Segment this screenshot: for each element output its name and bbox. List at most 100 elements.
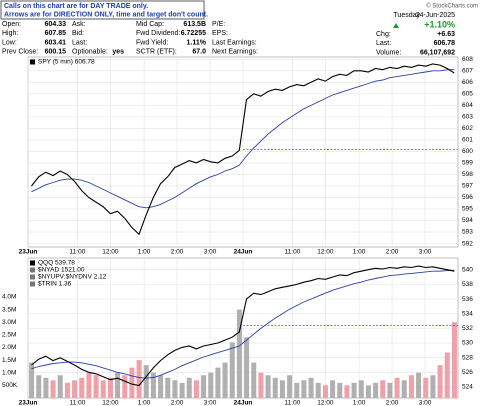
- x-tick-label: 1:00: [353, 249, 366, 256]
- notice: Arrows are for DIRECTION ONLY, time and …: [4, 11, 208, 18]
- x-tick-label: 12:00: [317, 249, 334, 256]
- volume-bar: [50, 380, 56, 398]
- volume-tick-label: 2.5M: [2, 332, 16, 339]
- y-tick-label: 532: [462, 325, 473, 332]
- quote-value: 600.15: [45, 49, 67, 56]
- x-tick-label: 3:00: [419, 400, 432, 406]
- price-line: [31, 69, 455, 209]
- volume-bar: [143, 365, 149, 398]
- quote-value: yes: [112, 49, 124, 56]
- volume-bar: [265, 375, 271, 398]
- y-tick-label: 596: [462, 194, 473, 201]
- volume-bar: [158, 375, 164, 398]
- y-tick-label: 606: [462, 79, 473, 86]
- quote-value: 603.41: [45, 39, 67, 46]
- x-tick-label: 3:00: [419, 249, 432, 256]
- y-tick-label: 608: [462, 56, 473, 63]
- volume-bar: [222, 362, 228, 398]
- quote-label: Ask:: [72, 21, 86, 28]
- price-line: [31, 270, 455, 379]
- quote-label: Fwd Yield:: [136, 39, 168, 46]
- y-tick-label: 602: [462, 125, 473, 132]
- volume-bar: [208, 372, 214, 398]
- x-tick-label: 2:00: [171, 400, 184, 406]
- y-tick-label: 593: [462, 229, 473, 236]
- y-tick-label: 598: [462, 171, 473, 178]
- volume-bar: [330, 380, 336, 398]
- x-tick-label: 3:00: [204, 249, 217, 256]
- y-tick-label: 526: [462, 369, 473, 376]
- y-tick-label: 540: [462, 266, 473, 273]
- legend-label: $TRIN 1.36: [38, 281, 72, 288]
- volume-bar: [308, 377, 314, 398]
- volume-bar: [358, 380, 364, 398]
- day: Tuesday: [393, 12, 420, 19]
- y-tick-label: 538: [462, 281, 473, 288]
- quote-label: Last:: [376, 40, 391, 47]
- volume-bar: [444, 352, 450, 398]
- volume-bar: [451, 322, 457, 398]
- volume-tick-label: 4.0M: [2, 294, 16, 301]
- x-tick-label: 2:00: [386, 400, 399, 406]
- volume-bar: [394, 377, 400, 398]
- legend-swatch: [30, 260, 35, 266]
- y-tick-label: 524: [462, 384, 473, 391]
- volume-bar: [136, 360, 142, 398]
- x-tick-label: 2:00: [386, 249, 399, 256]
- volume-bar: [337, 382, 343, 398]
- volume-bar: [93, 375, 99, 398]
- up-arrow: [393, 23, 399, 28]
- volume-bar: [236, 309, 242, 398]
- volume-bar: [401, 380, 407, 398]
- volume-bar: [351, 382, 357, 398]
- y-tick-label: 597: [462, 183, 473, 190]
- x-tick-label: 23Jun: [19, 249, 38, 256]
- volume-bar: [193, 380, 199, 398]
- quote-label: Bid:: [72, 30, 84, 37]
- volume-bar: [408, 375, 414, 398]
- quote-label: Open:: [2, 21, 21, 28]
- quote-value: 6.72255: [181, 30, 206, 37]
- y-tick-label: 530: [462, 340, 473, 347]
- price-line: [31, 63, 455, 236]
- y-tick-label: 600: [462, 148, 473, 155]
- legend-label: SPY (5 min) 606.78: [38, 59, 95, 66]
- quote-label: Last:: [72, 39, 87, 46]
- copyright: © StockCharts.com: [426, 3, 478, 10]
- legend-swatch: [30, 274, 35, 280]
- quote-label: Last Earnings:: [212, 39, 257, 46]
- legend-label: QQQ 539.78: [38, 260, 75, 267]
- quote-label: Mid Cap:: [136, 21, 164, 28]
- quote-label: Fwd Dividend:: [136, 30, 180, 37]
- x-tick-label: 12:00: [102, 400, 119, 406]
- change-pct: +1.10%: [424, 19, 455, 29]
- volume-bar: [287, 375, 293, 398]
- volume-bar: [150, 372, 156, 398]
- x-tick-label: 12:00: [102, 249, 119, 256]
- quote-value: +6.63: [437, 31, 455, 38]
- notice: Calls on this chart are for DAY TRADE on…: [4, 3, 148, 10]
- x-tick-label: 11:00: [70, 249, 86, 256]
- x-tick-label: 11:00: [285, 400, 301, 406]
- x-tick-label: 1:00: [138, 400, 151, 406]
- volume-bar: [416, 372, 422, 398]
- y-tick-label: 534: [462, 310, 473, 317]
- y-tick-label: 601: [462, 137, 473, 144]
- quote-value: 607.85: [45, 30, 67, 37]
- quote-label: Low:: [2, 39, 17, 46]
- y-tick-label: 592: [462, 240, 473, 247]
- volume-bar: [344, 385, 350, 398]
- volume-bar: [373, 382, 379, 398]
- volume-bar: [423, 377, 429, 398]
- x-tick-label: 1:00: [138, 249, 151, 256]
- volume-bar: [129, 367, 135, 398]
- legend-swatch: [30, 267, 35, 273]
- x-tick-label: 12:00: [317, 400, 334, 406]
- quote-value: 613.5B: [183, 21, 206, 28]
- volume-bar: [430, 375, 436, 398]
- price-line: [31, 265, 455, 387]
- quote-label: Chg:: [376, 31, 391, 38]
- volume-bar: [437, 365, 443, 398]
- volume-tick-label: 3.0M: [2, 319, 16, 326]
